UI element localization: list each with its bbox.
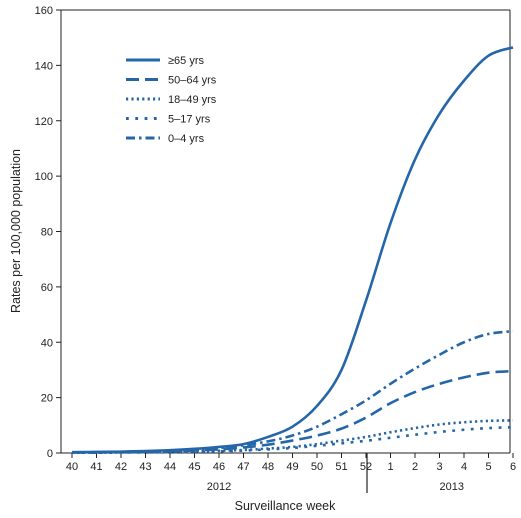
legend-label: 5–17 yrs bbox=[168, 114, 211, 126]
series-line bbox=[71, 419, 514, 455]
x-tick-label: 43 bbox=[139, 461, 151, 473]
x-tick-label: 2 bbox=[412, 461, 418, 473]
x-tick-label: 51 bbox=[335, 461, 347, 473]
y-tick-label: 140 bbox=[35, 60, 53, 72]
x-tick-label: 50 bbox=[311, 461, 323, 473]
legend-label: 0–4 yrs bbox=[168, 133, 205, 145]
x-tick-label: 3 bbox=[436, 461, 442, 473]
year-label: 2012 bbox=[207, 481, 231, 493]
y-tick-label: 40 bbox=[41, 337, 53, 349]
series-line bbox=[71, 369, 514, 454]
x-tick-label: 52 bbox=[360, 461, 372, 473]
x-tick-label: 5 bbox=[485, 461, 491, 473]
y-tick-label: 80 bbox=[41, 227, 53, 239]
x-tick-label: 4 bbox=[461, 461, 467, 473]
y-tick-label: 60 bbox=[41, 282, 53, 294]
x-tick-label: 45 bbox=[188, 461, 200, 473]
legend-label: 50–64 yrs bbox=[168, 75, 217, 87]
x-axis-ticks: 40 41 42 43 44 45 46 47 48 49 50 51 52 1 2 3 4 5 6 bbox=[66, 453, 516, 473]
series-lines bbox=[71, 46, 514, 455]
x-tick-label: 42 bbox=[115, 461, 127, 473]
x-tick-label: 48 bbox=[262, 461, 274, 473]
y-axis-ticks: 0 20 40 60 80 100 120 140 160 bbox=[35, 5, 61, 460]
year-labels: 2012 2013 bbox=[207, 481, 464, 493]
y-tick-label: 160 bbox=[35, 5, 53, 17]
y-tick-label: 0 bbox=[47, 448, 53, 460]
legend-label: 18–49 yrs bbox=[168, 94, 217, 106]
year-label: 2013 bbox=[440, 481, 464, 493]
y-axis-title: Rates per 100,000 population bbox=[9, 149, 23, 313]
y-tick-label: 100 bbox=[35, 171, 53, 183]
x-tick-label: 44 bbox=[164, 461, 176, 473]
x-tick-label: 6 bbox=[510, 461, 516, 473]
x-tick-label: 47 bbox=[237, 461, 249, 473]
legend-label: ≥65 yrs bbox=[168, 55, 204, 67]
x-tick-label: 40 bbox=[66, 461, 78, 473]
x-tick-label: 49 bbox=[286, 461, 298, 473]
legend: ≥65 yrs 50–64 yrs 18–49 yrs 5–17 yrs 0–4 yrs bbox=[126, 55, 217, 145]
x-tick-label: 1 bbox=[387, 461, 393, 473]
x-axis-title: Surveillance week bbox=[235, 499, 336, 513]
series-line bbox=[71, 329, 514, 454]
x-tick-label: 46 bbox=[213, 461, 225, 473]
chart-axes bbox=[60, 9, 511, 493]
x-tick-label: 41 bbox=[90, 461, 102, 473]
y-tick-label: 120 bbox=[35, 116, 53, 128]
series-line bbox=[71, 46, 514, 454]
y-tick-label: 20 bbox=[41, 393, 53, 405]
